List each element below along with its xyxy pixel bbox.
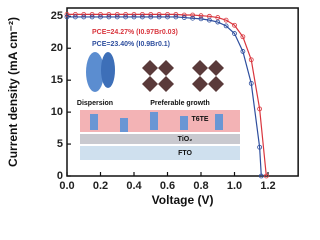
point: [114, 14, 120, 20]
point: [98, 14, 103, 20]
point: [232, 22, 237, 28]
point: [198, 13, 204, 19]
x-tick-label: 1.2: [260, 180, 275, 192]
annotation: TiO₂: [178, 136, 193, 143]
legend-entry: PCE=24.27% (I0.97Br0.03): [92, 29, 178, 36]
x-tick-label: 0.4: [126, 180, 142, 192]
point: [156, 14, 162, 20]
fto-layer: [80, 146, 240, 160]
y-tick-label: 20: [51, 42, 63, 54]
point: [165, 14, 170, 20]
point: [257, 144, 263, 150]
series-line: [67, 13, 267, 177]
y-tick-label: 15: [51, 74, 63, 86]
y-axis-label: Current density (mA cm⁻²): [6, 17, 20, 167]
x-tick-label: 0.0: [59, 180, 74, 192]
point: [131, 14, 137, 20]
lattice: [142, 60, 224, 92]
point: [72, 14, 78, 20]
point: [139, 14, 145, 20]
point: [240, 49, 246, 54]
point: [181, 15, 187, 20]
point: [89, 14, 95, 20]
point: [215, 15, 221, 20]
legend-entry: PCE=23.40% (I0.9Br0.1): [92, 41, 170, 48]
crystal: [86, 52, 104, 92]
inset-illustration: [80, 52, 240, 160]
y-tick-label: 25: [51, 10, 63, 22]
point: [248, 80, 254, 86]
point: [123, 14, 129, 20]
annotation: Preferable growth: [150, 100, 210, 107]
grains: [90, 112, 223, 132]
annotation: FTO: [178, 150, 192, 157]
point: [257, 106, 263, 112]
point: [81, 14, 87, 20]
point: [232, 31, 237, 36]
point: [248, 57, 254, 63]
plot-frame: [66, 7, 299, 177]
point: [106, 14, 112, 20]
point: [190, 12, 196, 18]
y-tick-label: 5: [57, 138, 63, 150]
point: [198, 16, 204, 22]
x-tick-label: 1.0: [227, 180, 242, 192]
crystal: [101, 52, 115, 88]
point: [206, 17, 212, 23]
x-axis-label: Voltage (V): [152, 193, 214, 207]
y-tick-label: 0: [57, 170, 63, 182]
point: [173, 14, 179, 20]
tio2-layer: [80, 134, 240, 144]
point: [223, 23, 229, 29]
point: [258, 173, 264, 179]
point: [148, 14, 154, 20]
annotation: T6TE: [191, 116, 208, 123]
x-tick-label: 0.8: [193, 180, 208, 192]
point: [263, 173, 269, 179]
x-tick-label: 0.2: [93, 180, 108, 192]
point: [190, 15, 196, 21]
series-line: [67, 16, 262, 177]
x-tick-label: 0.6: [160, 180, 175, 192]
chart: 0.0 0.2 0.4 0.6 0.8 1.0 1.2 0 5 10 15 20 25 Voltage (…: [6, 7, 299, 207]
point: [240, 34, 246, 40]
point: [223, 17, 229, 23]
point: [215, 19, 221, 25]
point: [64, 14, 70, 20]
annotation: Dispersion: [77, 100, 113, 107]
y-tick-label: 10: [51, 106, 63, 118]
